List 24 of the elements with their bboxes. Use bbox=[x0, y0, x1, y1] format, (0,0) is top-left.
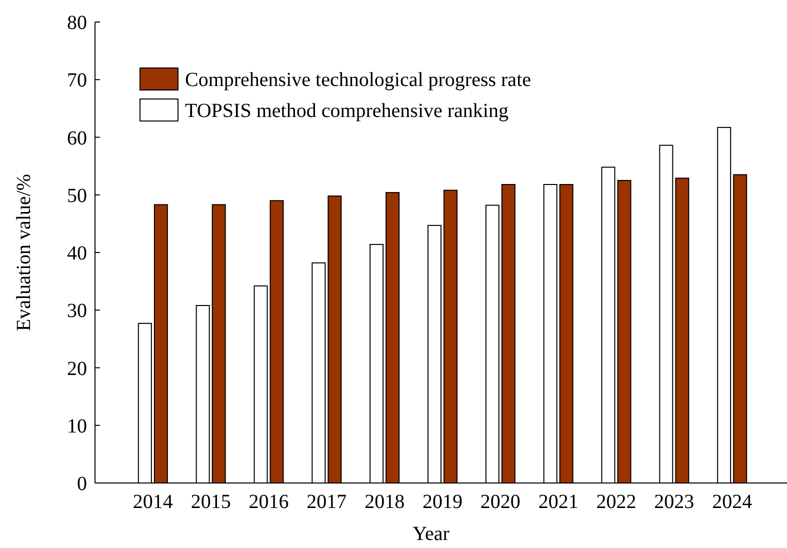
y-tick-label: 70 bbox=[67, 70, 87, 92]
x-tick-label: 2024 bbox=[712, 491, 752, 513]
x-axis-title: Year bbox=[412, 523, 450, 545]
y-tick-label: 10 bbox=[67, 415, 87, 438]
y-axis-title: Evaluation value/% bbox=[13, 174, 35, 332]
y-tick-label: 80 bbox=[67, 12, 87, 34]
x-tick-label: 2015 bbox=[190, 491, 231, 513]
legend-label: Comprehensive technological progress rate bbox=[185, 69, 532, 91]
y-tick-label: 0 bbox=[77, 473, 87, 495]
x-tick-label: 2018 bbox=[364, 491, 405, 513]
x-tick-label: 2014 bbox=[132, 491, 173, 513]
y-tick-label: 60 bbox=[67, 127, 87, 150]
x-tick-label: 2023 bbox=[654, 491, 694, 513]
x-tick-label: 2020 bbox=[480, 491, 520, 513]
y-tick-label: 30 bbox=[67, 300, 87, 322]
x-tick-label: 2021 bbox=[538, 491, 578, 513]
x-tick-label: 2019 bbox=[422, 491, 462, 513]
legend-label: TOPSIS method comprehensive ranking bbox=[185, 100, 508, 122]
y-tick-label: 50 bbox=[67, 184, 87, 207]
y-tick-label: 20 bbox=[67, 358, 87, 380]
x-tick-label: 2016 bbox=[248, 491, 289, 513]
y-tick-label: 40 bbox=[67, 242, 87, 264]
x-tick-label: 2022 bbox=[596, 491, 636, 513]
x-tick-label: 2017 bbox=[306, 491, 347, 513]
